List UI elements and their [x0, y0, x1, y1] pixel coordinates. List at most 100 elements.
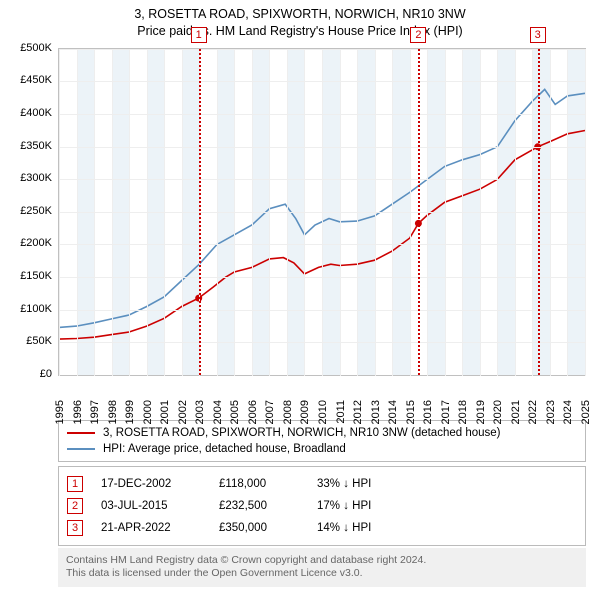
x-tick-label: 2017: [440, 400, 452, 424]
y-tick-label: £450K: [20, 74, 52, 86]
gridline-v: [532, 49, 533, 376]
x-tick-label: 2022: [527, 400, 539, 424]
gridline-v: [480, 49, 481, 376]
x-tick-label: 2021: [510, 400, 522, 424]
gridline-v: [357, 49, 358, 376]
gridline-v: [234, 49, 235, 376]
x-tick-label: 2019: [475, 400, 487, 424]
transaction-date: 17-DEC-2002: [101, 478, 201, 490]
x-tick-label: 1996: [72, 400, 84, 424]
gridline-v: [322, 49, 323, 376]
x-axis-labels: 1995199619971998199920002001200220032004…: [10, 376, 590, 414]
transaction-price: £350,000: [219, 522, 299, 534]
gridline-v: [585, 49, 586, 376]
gridline-v: [304, 49, 305, 376]
x-tick-label: 2000: [142, 400, 154, 424]
gridline-v: [340, 49, 341, 376]
x-tick-label: 2018: [457, 400, 469, 424]
transaction-delta: 17% ↓ HPI: [317, 500, 397, 512]
legend-label-hpi: HPI: Average price, detached house, Broa…: [103, 443, 346, 455]
x-tick-label: 1999: [124, 400, 136, 424]
x-tick-label: 2020: [492, 400, 504, 424]
x-tick-label: 2010: [317, 400, 329, 424]
gridline-v: [497, 49, 498, 376]
x-tick-label: 2006: [247, 400, 259, 424]
footnote: Contains HM Land Registry data © Crown c…: [58, 548, 586, 587]
ref-line: [199, 49, 201, 375]
y-tick-label: £250K: [20, 205, 52, 217]
ref-marker: 2: [410, 27, 426, 43]
x-tick-label: 2016: [422, 400, 434, 424]
x-tick-label: 2009: [299, 400, 311, 424]
gridline-v: [147, 49, 148, 376]
gridline-v: [567, 49, 568, 376]
x-tick-label: 2015: [405, 400, 417, 424]
gridline-v: [269, 49, 270, 376]
title-line1: 3, ROSETTA ROAD, SPIXWORTH, NORWICH, NR1…: [10, 6, 590, 23]
gridline-v: [217, 49, 218, 376]
x-tick-label: 2023: [545, 400, 557, 424]
x-tick-label: 2011: [335, 400, 347, 424]
gridline-v: [445, 49, 446, 376]
transaction-date: 21-APR-2022: [101, 522, 201, 534]
transaction-price: £118,000: [219, 478, 299, 490]
gridline-v: [59, 49, 60, 376]
transaction-row: 3 21-APR-2022 £350,000 14% ↓ HPI: [67, 517, 577, 539]
x-tick-label: 2004: [212, 400, 224, 424]
ref-marker: 3: [67, 520, 83, 536]
gridline-v: [77, 49, 78, 376]
gridline-v: [515, 49, 516, 376]
y-tick-label: £500K: [20, 42, 52, 54]
y-axis-labels: £0£50K£100K£150K£200K£250K£300K£350K£400…: [10, 44, 56, 414]
y-tick-label: £300K: [20, 172, 52, 184]
gridline-v: [164, 49, 165, 376]
transaction-price: £232,500: [219, 500, 299, 512]
gridline-v: [410, 49, 411, 376]
gridline-v: [550, 49, 551, 376]
ref-line: [538, 49, 540, 375]
gridline-v: [129, 49, 130, 376]
gridline-v: [94, 49, 95, 376]
x-tick-label: 2014: [387, 400, 399, 424]
chart-title: 3, ROSETTA ROAD, SPIXWORTH, NORWICH, NR1…: [10, 6, 590, 40]
y-tick-label: £100K: [20, 303, 52, 315]
ref-marker: 3: [530, 27, 546, 43]
legend-item-price: 3, ROSETTA ROAD, SPIXWORTH, NORWICH, NR1…: [67, 425, 577, 441]
x-tick-label: 2012: [352, 400, 364, 424]
x-tick-label: 2005: [229, 400, 241, 424]
gridline-v: [287, 49, 288, 376]
x-tick-label: 2007: [264, 400, 276, 424]
y-tick-label: £350K: [20, 140, 52, 152]
gridline-v: [375, 49, 376, 376]
plot-area: 123: [58, 48, 586, 376]
legend-swatch-hpi: [67, 448, 95, 450]
legend-box: 3, ROSETTA ROAD, SPIXWORTH, NORWICH, NR1…: [58, 420, 586, 462]
ref-marker: 1: [191, 27, 207, 43]
ref-marker: 2: [67, 498, 83, 514]
transaction-delta: 14% ↓ HPI: [317, 522, 397, 534]
transaction-date: 03-JUL-2015: [101, 500, 201, 512]
x-tick-label: 2025: [580, 400, 592, 424]
x-tick-label: 2024: [562, 400, 574, 424]
gridline-v: [112, 49, 113, 376]
x-tick-label: 2013: [370, 400, 382, 424]
y-tick-label: £50K: [26, 335, 52, 347]
transaction-delta: 33% ↓ HPI: [317, 478, 397, 490]
footnote-line1: Contains HM Land Registry data © Crown c…: [66, 554, 578, 568]
legend-label-price: 3, ROSETTA ROAD, SPIXWORTH, NORWICH, NR1…: [103, 427, 501, 439]
chart-area: £0£50K£100K£150K£200K£250K£300K£350K£400…: [10, 44, 590, 414]
x-tick-label: 1997: [89, 400, 101, 424]
legend-swatch-price: [67, 432, 95, 434]
x-tick-label: 1998: [107, 400, 119, 424]
gridline-v: [427, 49, 428, 376]
legend-item-hpi: HPI: Average price, detached house, Broa…: [67, 441, 577, 457]
gridline-v: [462, 49, 463, 376]
transactions-table: 117-DEC-2002£118,00033% ↓ HPI203-JUL-201…: [58, 466, 586, 546]
x-tick-label: 2008: [282, 400, 294, 424]
gridline-v: [392, 49, 393, 376]
y-tick-label: £150K: [20, 270, 52, 282]
ref-line: [418, 49, 420, 375]
x-tick-label: 1995: [54, 400, 66, 424]
gridline-v: [182, 49, 183, 376]
gridline-v: [252, 49, 253, 376]
